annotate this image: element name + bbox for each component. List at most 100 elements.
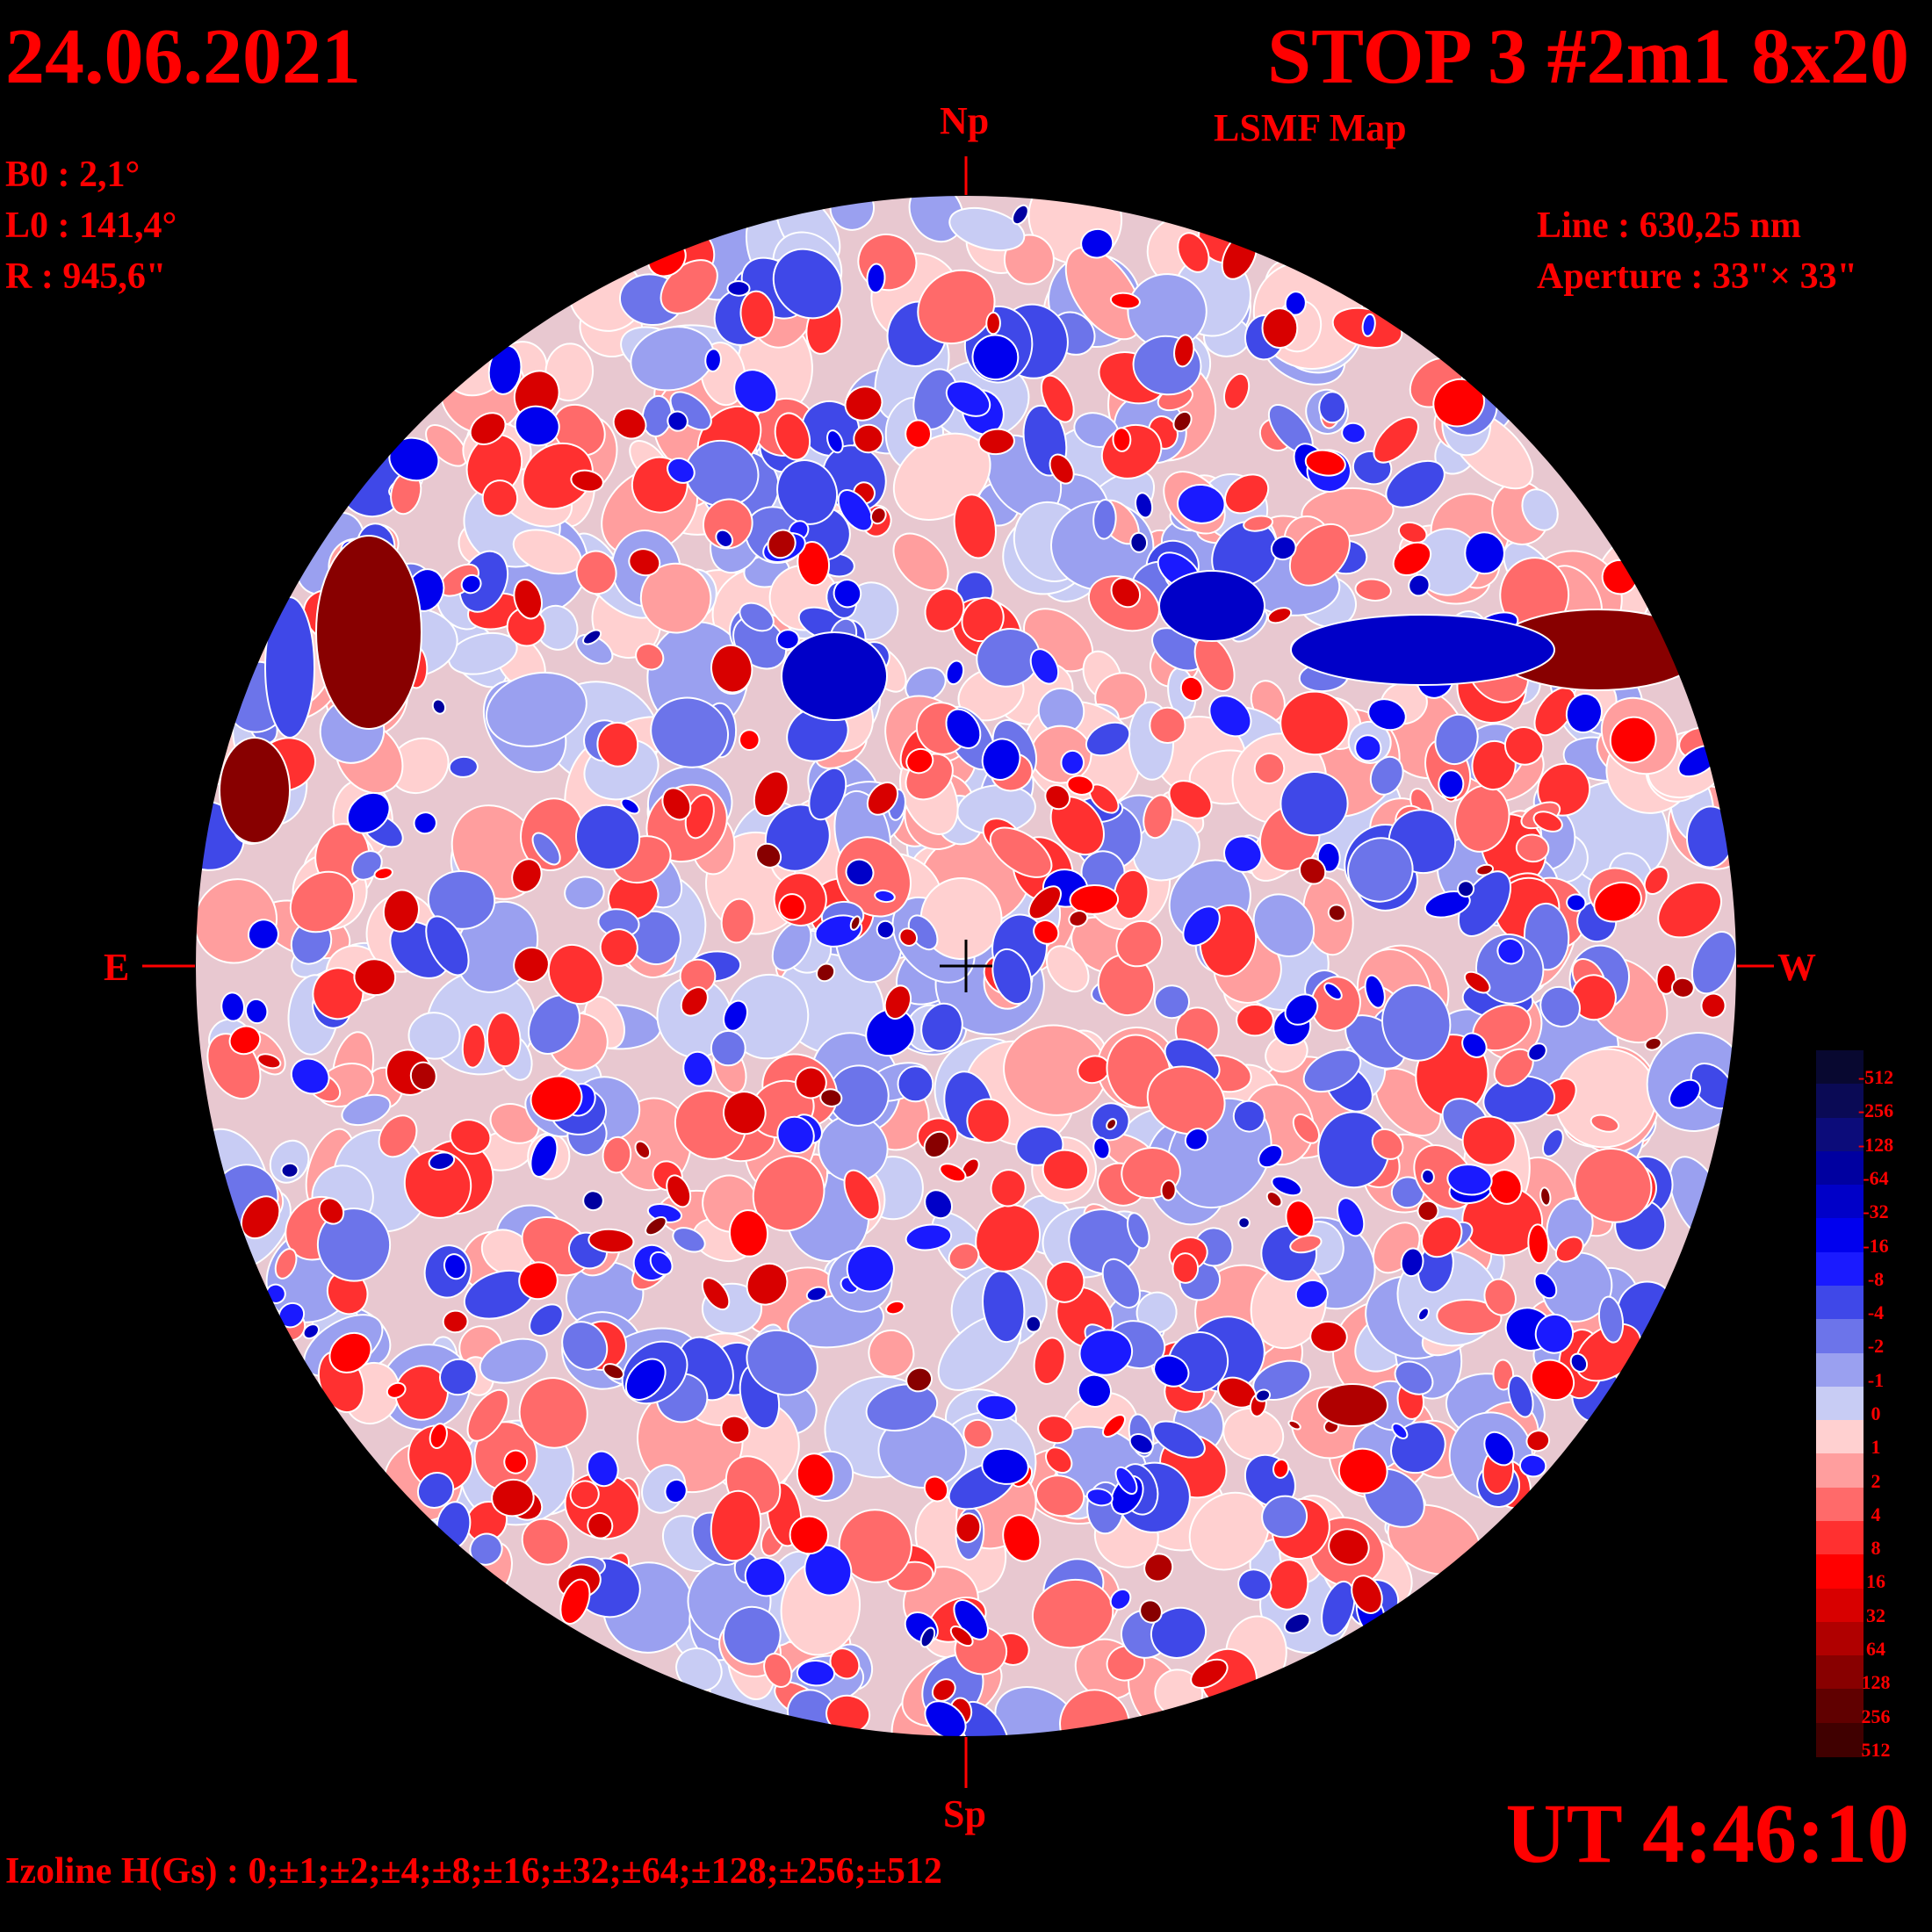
field-patch [1609, 716, 1657, 764]
field-patch [443, 1253, 467, 1280]
field-patch [491, 1478, 535, 1517]
field-patch [805, 1286, 828, 1302]
field-patch [274, 1248, 298, 1280]
field-patch [1464, 531, 1505, 575]
field-patch [1042, 1149, 1090, 1191]
field-patch [955, 1512, 982, 1544]
field-patch [682, 1050, 714, 1087]
field-patch [1323, 982, 1343, 1001]
field-patch [561, 1321, 609, 1371]
field-patch [778, 893, 806, 921]
field-patch [738, 729, 761, 751]
field-patch [442, 1309, 469, 1334]
field-patch [1298, 857, 1327, 885]
field-patch [931, 1678, 956, 1702]
field-patch [985, 311, 1001, 335]
field-patch [1354, 734, 1382, 762]
field-patch [1182, 905, 1221, 947]
field-patch [1515, 833, 1550, 863]
colorbar-label: -64 [1863, 1167, 1889, 1189]
field-patch [1237, 1216, 1251, 1229]
colorbar-segment [1816, 1251, 1864, 1287]
field-patch [620, 797, 640, 815]
field-patch [962, 1418, 993, 1449]
field-patch [898, 927, 919, 947]
field-patch [739, 290, 775, 339]
field-patch [775, 629, 800, 651]
field-patch [1243, 515, 1274, 532]
field-patch [866, 782, 899, 816]
field-patch [994, 1686, 1078, 1737]
field-patch [917, 269, 996, 345]
field-patch [976, 1394, 1018, 1422]
colorbar-label: -32 [1863, 1200, 1889, 1223]
strong-field-patch [781, 631, 888, 721]
field-patch [469, 1532, 503, 1566]
colorbar-label: 64 [1866, 1638, 1885, 1660]
field-patch [559, 1578, 591, 1625]
field-patch [1525, 1430, 1551, 1453]
west-label: W [1777, 946, 1816, 989]
field-patch [575, 550, 617, 595]
field-patch [1521, 488, 1559, 531]
strong-field-patch [315, 535, 422, 730]
field-patch [386, 1381, 407, 1399]
field-patch [1475, 863, 1495, 876]
field-patch [948, 1243, 980, 1271]
field-patch [1347, 837, 1414, 903]
field-patch [409, 1061, 437, 1091]
field-patch [586, 1450, 619, 1488]
field-patch [1539, 1186, 1552, 1207]
field-patch [869, 507, 887, 525]
field-patch [328, 1331, 372, 1373]
field-patch [1179, 675, 1204, 703]
field-patch [1527, 1042, 1547, 1062]
field-patch [1252, 893, 1316, 957]
field-patch [1483, 1431, 1515, 1467]
field-patch [1177, 483, 1226, 524]
field-patch [826, 429, 844, 454]
field-patch [1092, 499, 1117, 540]
field-patch [923, 1130, 950, 1158]
field-patch [1172, 410, 1193, 433]
field-patch [280, 1162, 299, 1179]
colorbar-label: 16 [1866, 1570, 1885, 1593]
north-label: Np [940, 99, 990, 142]
field-patch [722, 1605, 782, 1665]
field-patch [667, 410, 688, 432]
colorbar-segment [1816, 1218, 1864, 1253]
colorbar-label: -16 [1863, 1234, 1889, 1257]
field-patch [1318, 391, 1347, 424]
colorbar-segment [1816, 1588, 1864, 1623]
colorbar-segment [1816, 1554, 1864, 1590]
field-patch [290, 1057, 330, 1095]
field-patch [1224, 473, 1270, 515]
field-patch [720, 898, 755, 944]
field-patch [1566, 893, 1587, 912]
field-patch [1045, 1446, 1073, 1474]
field-patch [530, 1075, 583, 1122]
field-patch [1002, 1514, 1042, 1562]
field-patch [602, 1363, 624, 1381]
field-patch [827, 1064, 890, 1127]
field-patch [1565, 692, 1603, 734]
field-patch [1261, 1495, 1308, 1539]
field-patch [522, 442, 594, 510]
field-patch [1417, 1200, 1439, 1222]
field-patch [413, 811, 437, 835]
field-patch [1160, 1179, 1177, 1201]
field-patch [511, 858, 543, 893]
field-patch [733, 369, 778, 414]
field-patch [485, 671, 588, 747]
field-patch [1101, 1258, 1141, 1308]
field-patch [1328, 1528, 1370, 1566]
field-patch [1102, 1414, 1126, 1438]
field-patch [635, 643, 665, 671]
field-patch [575, 804, 641, 870]
field-patch [710, 1489, 762, 1562]
field-patch [428, 1151, 456, 1171]
izoline-levels: Izoline H(Gs) : 0;±1;±2;±4;±8;±16;±32;±6… [5, 1851, 942, 1892]
field-patch [1367, 698, 1407, 732]
field-patch [1457, 880, 1475, 898]
field-patch [449, 1119, 492, 1155]
